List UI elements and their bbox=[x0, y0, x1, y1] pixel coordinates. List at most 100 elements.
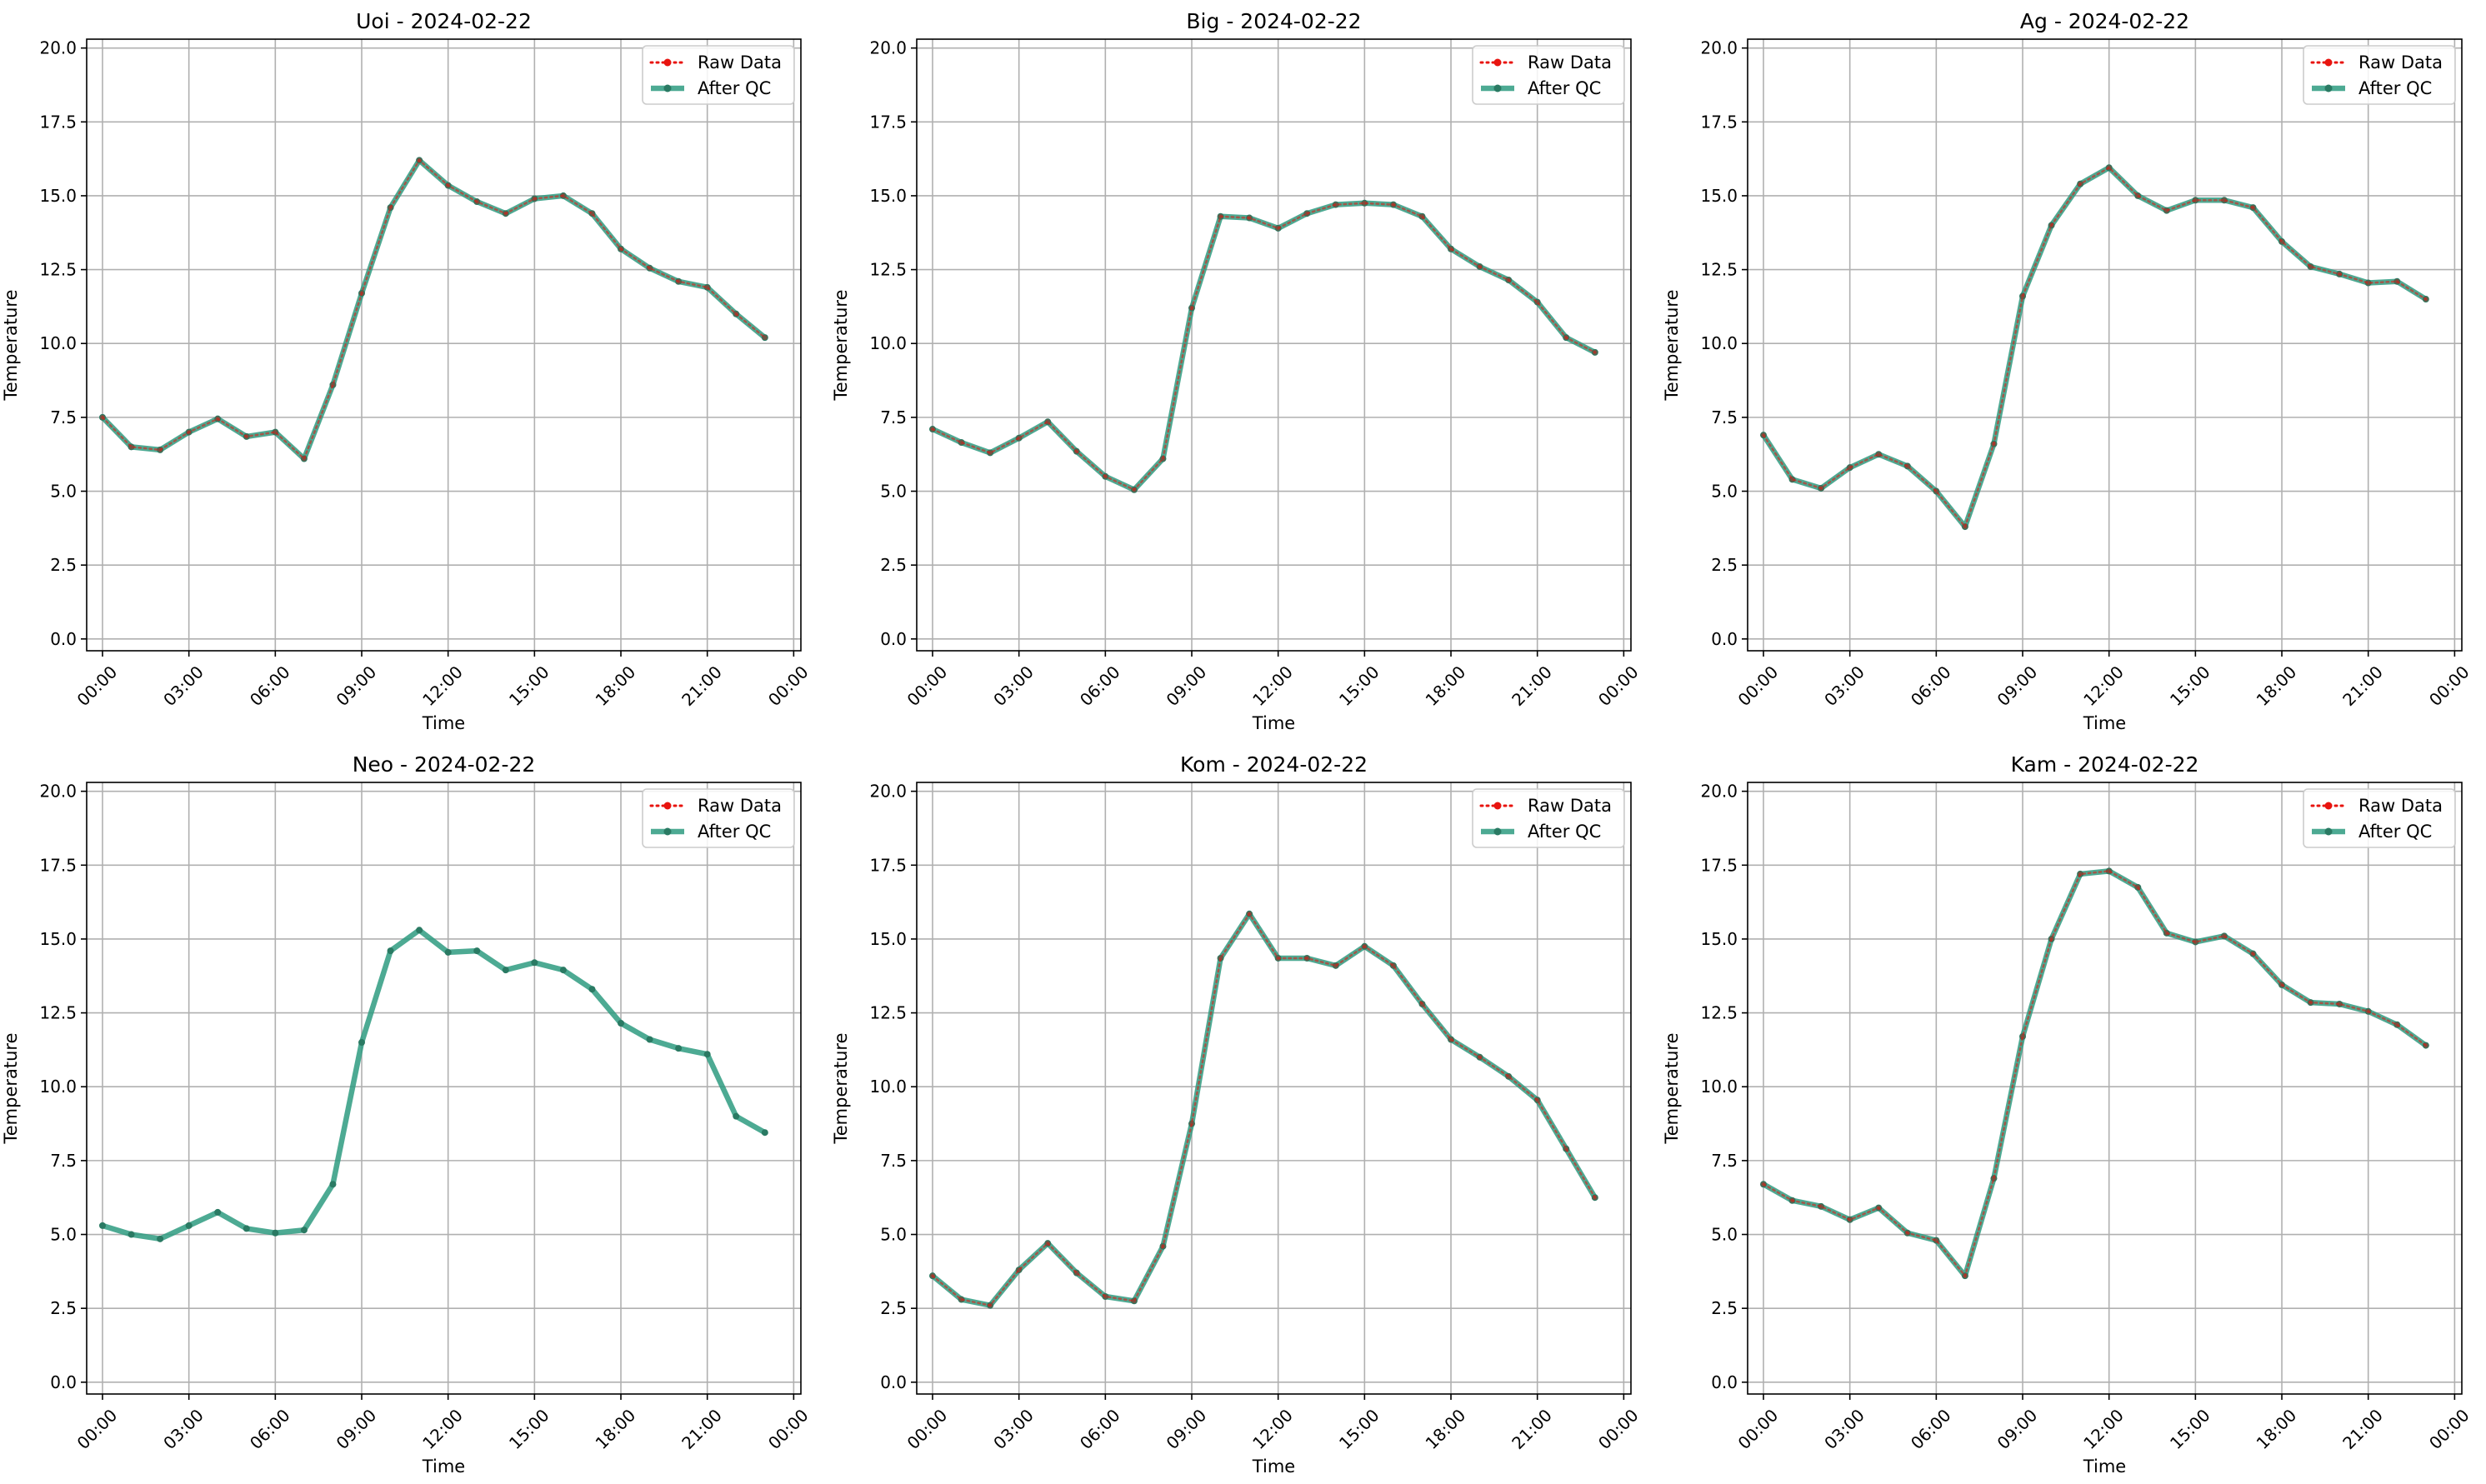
raw-data-point bbox=[1847, 1217, 1853, 1222]
chart-title: Kom - 2024-02-22 bbox=[1180, 752, 1368, 777]
raw-data-point bbox=[2078, 871, 2083, 877]
raw-data-point bbox=[930, 1273, 936, 1279]
y-tick-label: 17.5 bbox=[39, 855, 77, 875]
raw-data-point bbox=[1073, 448, 1079, 454]
y-tick-label: 5.0 bbox=[50, 1225, 77, 1245]
y-tick-label: 15.0 bbox=[1700, 929, 1738, 949]
after-qc-point bbox=[473, 947, 481, 955]
legend: Raw Data After QC bbox=[1472, 45, 1625, 105]
y-tick-label: 10.0 bbox=[869, 333, 907, 353]
raw-data-point bbox=[1818, 485, 1824, 491]
x-tick-label: 00:00 bbox=[764, 1405, 813, 1453]
x-tick-label: 00:00 bbox=[2425, 662, 2473, 710]
x-tick-label: 09:00 bbox=[333, 1405, 381, 1453]
y-axis-label: Temperature bbox=[1, 289, 21, 401]
series-line-after-qc bbox=[929, 200, 1598, 492]
x-tick-label: 06:00 bbox=[246, 1405, 294, 1453]
raw-data-point bbox=[1592, 349, 1598, 355]
raw-data-point bbox=[1506, 1073, 1512, 1079]
raw-data-point bbox=[359, 290, 365, 296]
legend: Raw Data After QC bbox=[2303, 788, 2456, 848]
legend-label-raw-data: Raw Data bbox=[698, 52, 782, 72]
y-tick-label: 15.0 bbox=[39, 186, 77, 206]
raw-data-point bbox=[158, 447, 163, 452]
x-tick-label: 21:00 bbox=[2338, 662, 2387, 710]
x-tick-label: 00:00 bbox=[1594, 662, 1643, 710]
after-qc-point bbox=[502, 967, 509, 974]
after-qc-point bbox=[675, 1045, 683, 1052]
y-tick-label: 17.5 bbox=[869, 112, 907, 132]
raw-data-point bbox=[1477, 1054, 1483, 1060]
after-qc-point bbox=[300, 1227, 308, 1234]
after-qc-point bbox=[761, 1129, 768, 1137]
x-axis-label: Time bbox=[2083, 713, 2126, 733]
y-tick-label: 7.5 bbox=[50, 407, 77, 427]
legend-marker-after-qc bbox=[663, 84, 672, 92]
y-tick-label: 15.0 bbox=[869, 186, 907, 206]
y-tick-label: 20.0 bbox=[1700, 782, 1738, 802]
raw-data-point bbox=[2193, 939, 2198, 945]
raw-data-point bbox=[1103, 473, 1108, 479]
raw-data-point bbox=[1016, 1267, 1022, 1273]
after-qc-point bbox=[444, 948, 452, 956]
y-tick-label: 0.0 bbox=[1711, 1372, 1738, 1392]
raw-data-point bbox=[1362, 200, 1368, 206]
raw-data-point bbox=[560, 192, 566, 198]
raw-data-point bbox=[2423, 297, 2428, 302]
raw-data-point bbox=[1991, 1176, 1997, 1182]
raw-data-point bbox=[733, 311, 739, 317]
x-tick-label: 00:00 bbox=[1594, 1405, 1643, 1453]
raw-data-point bbox=[1904, 463, 1910, 469]
raw-data-point bbox=[474, 199, 480, 205]
legend-label-after-qc: After QC bbox=[1528, 822, 1601, 842]
raw-data-point bbox=[1419, 213, 1425, 219]
y-tick-label: 12.5 bbox=[39, 1003, 77, 1023]
x-tick-label: 15:00 bbox=[2166, 662, 2214, 710]
raw-data-point bbox=[301, 456, 307, 462]
raw-data-point bbox=[1275, 955, 1281, 961]
after-qc-point bbox=[214, 1208, 222, 1216]
y-tick-label: 2.5 bbox=[50, 555, 77, 575]
raw-data-point bbox=[1045, 419, 1051, 425]
raw-data-point bbox=[1962, 524, 1968, 530]
x-tick-label: 18:00 bbox=[592, 1405, 640, 1453]
x-tick-label: 12:00 bbox=[1248, 662, 1297, 710]
y-tick-label: 10.0 bbox=[1700, 333, 1738, 353]
raw-data-point bbox=[2337, 1001, 2343, 1007]
chart-title: Uoi - 2024-02-22 bbox=[356, 9, 532, 33]
raw-data-point bbox=[647, 265, 653, 271]
y-tick-label: 2.5 bbox=[1711, 1298, 1738, 1318]
legend-label-raw-data: Raw Data bbox=[1528, 52, 1612, 72]
y-tick-label: 7.5 bbox=[50, 1151, 77, 1171]
raw-data-point bbox=[1333, 202, 1338, 207]
x-tick-label: 09:00 bbox=[1163, 662, 1211, 710]
raw-data-point bbox=[330, 382, 336, 387]
chart-title: Kam - 2024-02-22 bbox=[2011, 752, 2199, 777]
x-tick-label: 12:00 bbox=[418, 662, 467, 710]
after-qc-point bbox=[99, 1222, 107, 1229]
x-tick-label: 21:00 bbox=[1508, 1405, 1556, 1453]
y-tick-label: 10.0 bbox=[39, 333, 77, 353]
x-axis-label: Time bbox=[1252, 1457, 1295, 1477]
x-tick-label: 00:00 bbox=[903, 1405, 952, 1453]
raw-data-point bbox=[1131, 487, 1137, 492]
raw-data-point bbox=[2048, 222, 2054, 228]
raw-data-point bbox=[704, 284, 710, 290]
y-tick-label: 0.0 bbox=[50, 629, 77, 649]
raw-data-point bbox=[2020, 1033, 2026, 1039]
y-tick-label: 12.5 bbox=[869, 260, 907, 280]
raw-data-point bbox=[2163, 207, 2169, 213]
x-tick-label: 09:00 bbox=[1993, 1405, 2042, 1453]
raw-data-point bbox=[1390, 202, 1396, 207]
x-tick-label: 15:00 bbox=[1335, 662, 1383, 710]
y-tick-label: 17.5 bbox=[39, 112, 77, 132]
series-line-after-qc bbox=[99, 927, 768, 1242]
chart-panel-4: 0.0 2.5 5.0 7.5 10.0 12.5 15.0 17.5 20.0 00:00 03:… bbox=[831, 752, 1643, 1477]
legend-marker-raw-data bbox=[663, 58, 672, 67]
y-tick-label: 7.5 bbox=[1711, 1151, 1738, 1171]
after-qc-point bbox=[531, 959, 538, 967]
raw-data-point bbox=[1275, 225, 1281, 231]
raw-data-point bbox=[2250, 205, 2256, 211]
after-qc-point bbox=[243, 1225, 250, 1232]
chart-title: Ag - 2024-02-22 bbox=[2020, 9, 2189, 33]
